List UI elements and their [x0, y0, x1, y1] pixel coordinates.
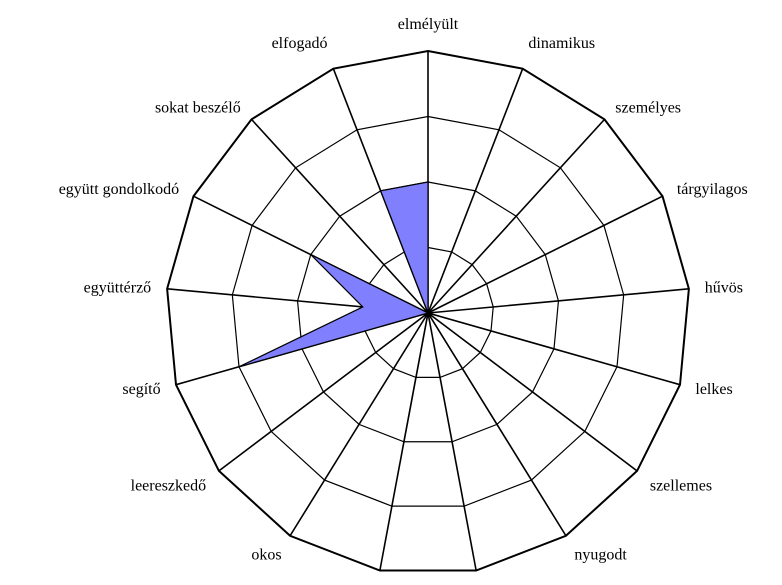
- data-point-15: [427, 312, 429, 314]
- grid-rings: [166, 49, 690, 572]
- series-layer: [238, 181, 555, 443]
- data-point-12: [238, 366, 240, 368]
- spoke-11: [218, 312, 429, 472]
- axis-label-0: elmélyült: [398, 16, 459, 33]
- spoke-6: [427, 312, 638, 472]
- axis-labels: elmélyült dinamikus személyes tárgyilagos hű…: [59, 16, 748, 563]
- spoke-4: [427, 288, 689, 314]
- spoke-8: [427, 312, 477, 571]
- axis-label-10: okos: [251, 546, 281, 563]
- grid-ring-2: [296, 181, 560, 443]
- axis-label-14: együtt gondolkodó: [59, 181, 179, 198]
- axis-label-12: segítő: [122, 381, 160, 398]
- axis-label-15: sokat beszélő: [155, 100, 241, 117]
- spoke-1: [427, 68, 524, 314]
- grid-ring-3: [231, 115, 625, 507]
- data-point-5: [553, 348, 555, 350]
- axis-label-4: hűvös: [705, 279, 743, 296]
- spoke-3: [427, 195, 663, 314]
- spoke-10: [289, 312, 429, 537]
- data-point-14: [310, 254, 312, 256]
- axis-label-3: tárgyilagos: [677, 181, 748, 198]
- data-point-7: [496, 423, 498, 425]
- grid-ring-4: [166, 49, 690, 572]
- axis-label-11: leereszkedő: [131, 478, 207, 495]
- axis-label-13: együttérző: [84, 279, 152, 296]
- data-point-16: [380, 190, 382, 192]
- spoke-2: [427, 118, 606, 314]
- data-point-0: [427, 181, 429, 183]
- axis-label-1: dinamikus: [528, 35, 595, 52]
- axis-label-6: szellemes: [650, 478, 712, 495]
- data-point-9: [403, 441, 405, 443]
- grid-ring-1: [362, 246, 494, 378]
- axis-label-16: elfogadó: [272, 35, 328, 52]
- spoke-15: [250, 118, 429, 314]
- data-point-13: [362, 306, 364, 308]
- axis-label-2: személyes: [615, 100, 681, 117]
- axis-label-7: nyugodt: [574, 546, 627, 563]
- series-area-0: [238, 181, 555, 442]
- axis-label-5: lelkes: [695, 381, 732, 398]
